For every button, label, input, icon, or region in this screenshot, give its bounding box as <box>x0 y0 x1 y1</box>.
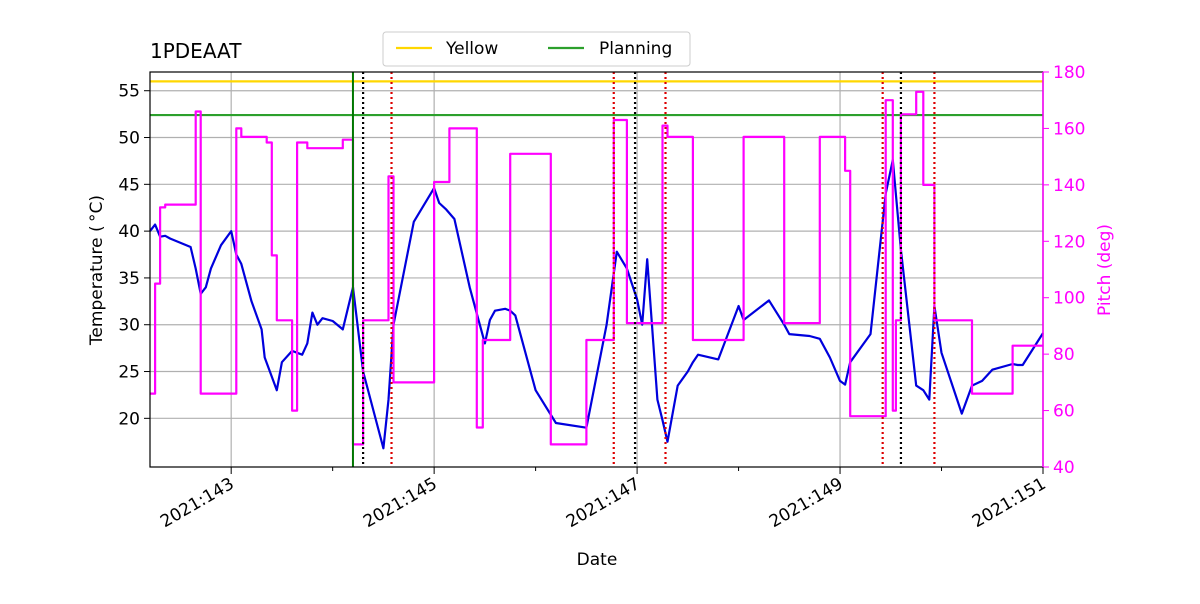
x-tick-label: 2021:143 <box>157 474 238 532</box>
x-tick-label: 2021:149 <box>766 474 847 532</box>
legend-label-yellow: Yellow <box>445 39 498 59</box>
pitch-series-line <box>150 90 1043 446</box>
y-tick-label: 35 <box>118 269 140 289</box>
y-tick-label: 30 <box>118 316 140 336</box>
legend-label-planning: Planning <box>599 39 672 59</box>
y2-tick-label: 160 <box>1053 119 1085 139</box>
y2-axis-label: Pitch (deg) <box>1095 224 1115 316</box>
y-tick-label: 25 <box>118 363 140 383</box>
y2-tick-label: 40 <box>1053 458 1075 478</box>
y-axis-label: Temperature ( °C) <box>87 195 107 346</box>
y-tick-label: 45 <box>118 175 140 195</box>
x-tick-label: 2021:147 <box>563 474 644 532</box>
y-tick-label: 20 <box>118 409 140 429</box>
legend-frame <box>382 31 691 67</box>
plot-frame <box>149 71 1044 468</box>
x-tick-label: 2021:145 <box>360 474 441 532</box>
grid <box>150 72 1043 467</box>
y2-tick-label: 180 <box>1053 63 1085 83</box>
chart-title: 1PDEAAT <box>150 39 242 63</box>
event-markers <box>351 72 936 467</box>
legend: Yellow Planning <box>382 31 691 67</box>
y2-tick-label: 60 <box>1053 402 1075 422</box>
temperature-series-line <box>149 158 1044 450</box>
series-layer <box>149 90 1044 450</box>
axes: 20 25 30 35 40 45 50 55 40 60 80 100 120 140 160 180 202… <box>118 63 1085 532</box>
y-tick-label: 55 <box>118 82 140 102</box>
y-tick-label: 50 <box>118 129 140 149</box>
x-tick-label: 2021:151 <box>969 474 1050 532</box>
y2-tick-label: 140 <box>1053 176 1085 196</box>
y-tick-label: 40 <box>118 222 140 242</box>
limit-lines <box>150 80 1043 117</box>
y2-tick-label: 100 <box>1053 289 1085 309</box>
x-axis-label: Date <box>577 550 618 570</box>
y2-tick-label: 120 <box>1053 232 1085 252</box>
y2-tick-label: 80 <box>1053 345 1075 365</box>
